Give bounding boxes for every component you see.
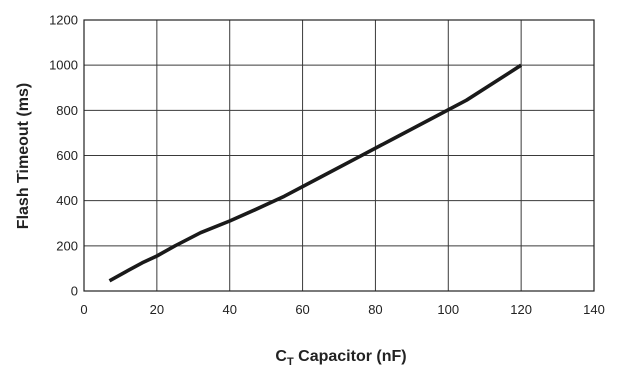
x-axis-title: CT Capacitor (nF) xyxy=(275,348,406,368)
y-axis: 0 200 400 600 800 1000 1200 xyxy=(49,13,78,299)
y-tick-label: 600 xyxy=(56,148,78,163)
grid xyxy=(84,20,594,291)
x-tick-label: 100 xyxy=(437,302,459,317)
x-axis-title-subscript: T xyxy=(287,356,294,368)
x-tick-label: 80 xyxy=(368,302,382,317)
plot-area xyxy=(83,19,595,292)
x-tick-label: 20 xyxy=(150,302,164,317)
y-axis-title: Flash Timeout (ms) xyxy=(15,83,32,229)
y-tick-label: 1000 xyxy=(49,58,78,73)
x-tick-label: 40 xyxy=(222,302,236,317)
y-tick-label: 400 xyxy=(56,193,78,208)
x-axis-title-main: C xyxy=(275,348,287,365)
x-tick-label: 140 xyxy=(583,302,605,317)
x-tick-label: 0 xyxy=(80,302,87,317)
y-tick-label: 800 xyxy=(56,103,78,118)
y-tick-label: 0 xyxy=(71,284,78,299)
y-tick-label: 1200 xyxy=(49,13,78,28)
series-line xyxy=(108,63,523,283)
x-tick-label: 60 xyxy=(295,302,309,317)
x-axis: 0 20 40 60 80 100 120 140 xyxy=(80,302,604,317)
x-axis-title-rest: Capacitor (nF) xyxy=(294,348,407,365)
x-tick-label: 120 xyxy=(510,302,532,317)
y-tick-label: 200 xyxy=(56,238,78,253)
